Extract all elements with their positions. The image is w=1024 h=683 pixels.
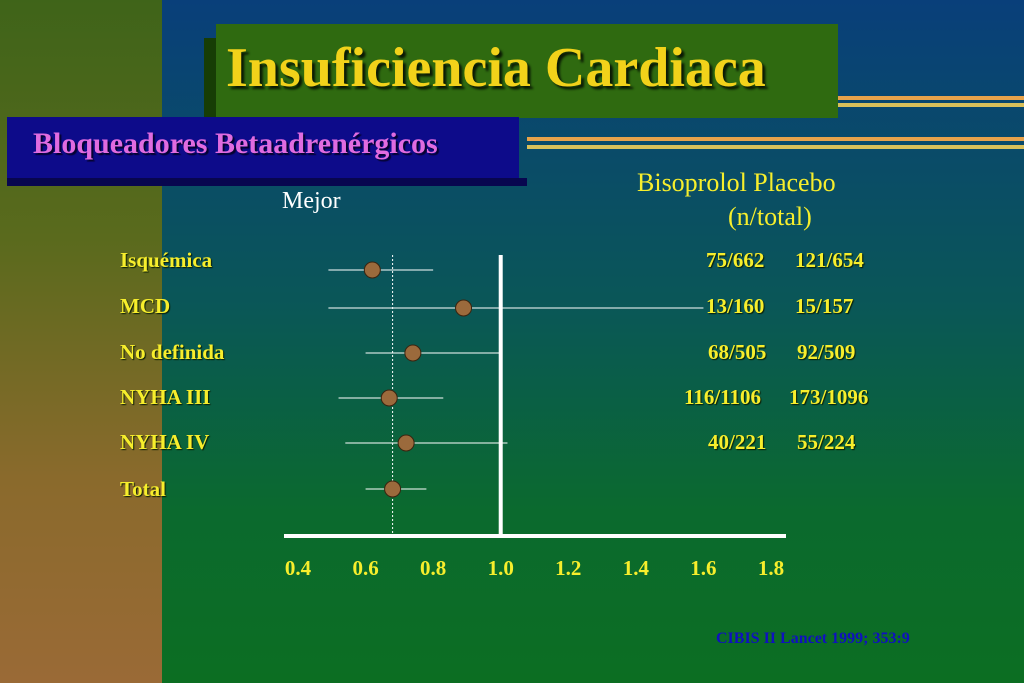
citation: CIBIS II Lancet 1999; 353:9 — [716, 630, 910, 647]
title-rule-gold — [838, 103, 1024, 107]
mejor-label: Mejor — [282, 188, 341, 214]
x-tick-label: 1.6 — [690, 556, 716, 580]
estimate-point — [384, 480, 402, 498]
subtitle-box: Bloqueadores Betaadrenérgicos — [7, 117, 527, 186]
estimate-point — [397, 434, 415, 452]
x-tick-label: 0.4 — [285, 556, 312, 580]
left-accent-bar — [0, 0, 162, 683]
x-tick-label: 1.8 — [758, 556, 784, 580]
estimate-point — [363, 261, 381, 279]
x-tick-label: 1.0 — [488, 556, 514, 580]
placebo-nyha-iii: 173/1096 — [789, 385, 869, 409]
placebo-no-definida: 92/509 — [797, 340, 856, 364]
subtitle-rule-gold — [527, 145, 1024, 149]
slide-subtitle: Bloqueadores Betaadrenérgicos — [33, 127, 438, 160]
row-label-isquemica: Isquémica — [120, 248, 213, 272]
subtitle-rule-orange — [527, 137, 1024, 141]
bisoprolol-nyha-iv: 40/221 — [708, 430, 767, 454]
row-label-total: Total — [120, 477, 166, 501]
row-label-nyha-iii: NYHA III — [120, 385, 211, 409]
title-box: Insuficiencia Cardiaca — [204, 24, 838, 118]
bisoprolol-mcd: 13/160 — [706, 294, 765, 318]
row-label-mcd: MCD — [120, 294, 171, 318]
estimate-point — [404, 344, 422, 362]
title-box-shadow — [204, 38, 216, 118]
bisoprolol-no-definida: 68/505 — [708, 340, 767, 364]
x-tick-label: 0.6 — [352, 556, 378, 580]
subtitle-box-face — [7, 117, 519, 178]
x-tick-label: 1.2 — [555, 556, 581, 580]
estimate-point — [455, 299, 473, 317]
placebo-isquemica: 121/654 — [795, 248, 864, 272]
estimate-point — [380, 389, 398, 407]
bisoprolol-nyha-iii: 116/1106 — [684, 385, 762, 409]
column-header-treatments: Bisoprolol Placebo — [637, 168, 836, 197]
subtitle-box-shadow — [7, 178, 527, 186]
row-label-nyha-iv: NYHA IV — [120, 430, 210, 454]
title-rule-orange — [838, 96, 1024, 100]
x-tick-label: 0.8 — [420, 556, 446, 580]
placebo-nyha-iv: 55/224 — [797, 430, 856, 454]
title-box-face — [216, 24, 838, 118]
row-label-no-definida: No definida — [120, 340, 225, 364]
placebo-mcd: 15/157 — [795, 294, 854, 318]
x-tick-label: 1.4 — [623, 556, 650, 580]
slide-title: Insuficiencia Cardiaca — [226, 37, 766, 99]
bisoprolol-isquemica: 75/662 — [706, 248, 765, 272]
column-header-units: (n/total) — [728, 202, 812, 231]
